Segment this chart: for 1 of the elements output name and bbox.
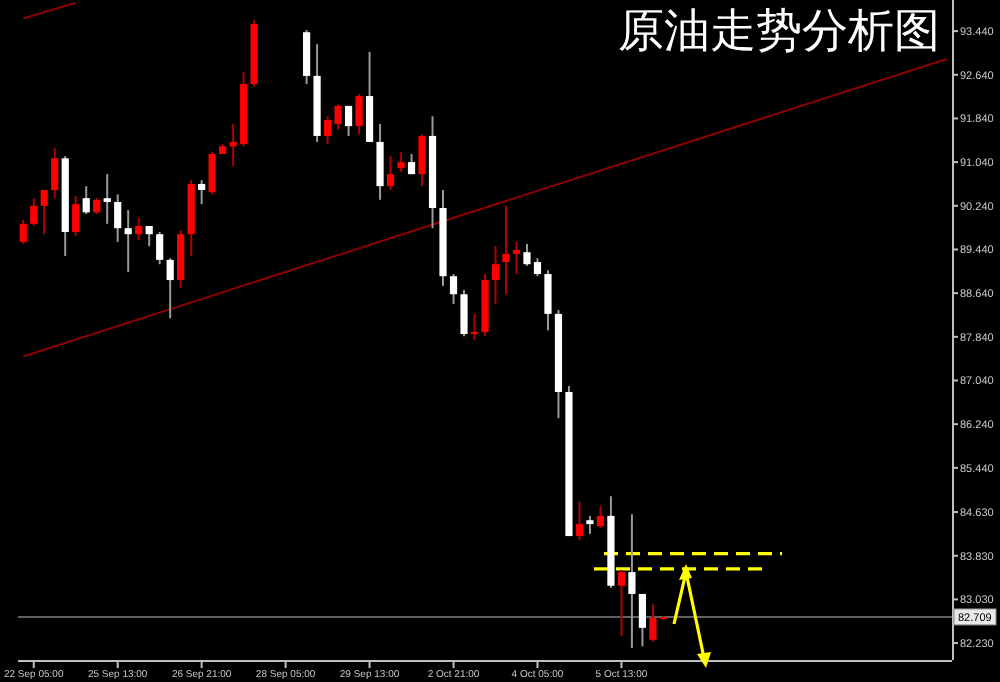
chart-title: 原油走势分析图 (618, 6, 940, 58)
